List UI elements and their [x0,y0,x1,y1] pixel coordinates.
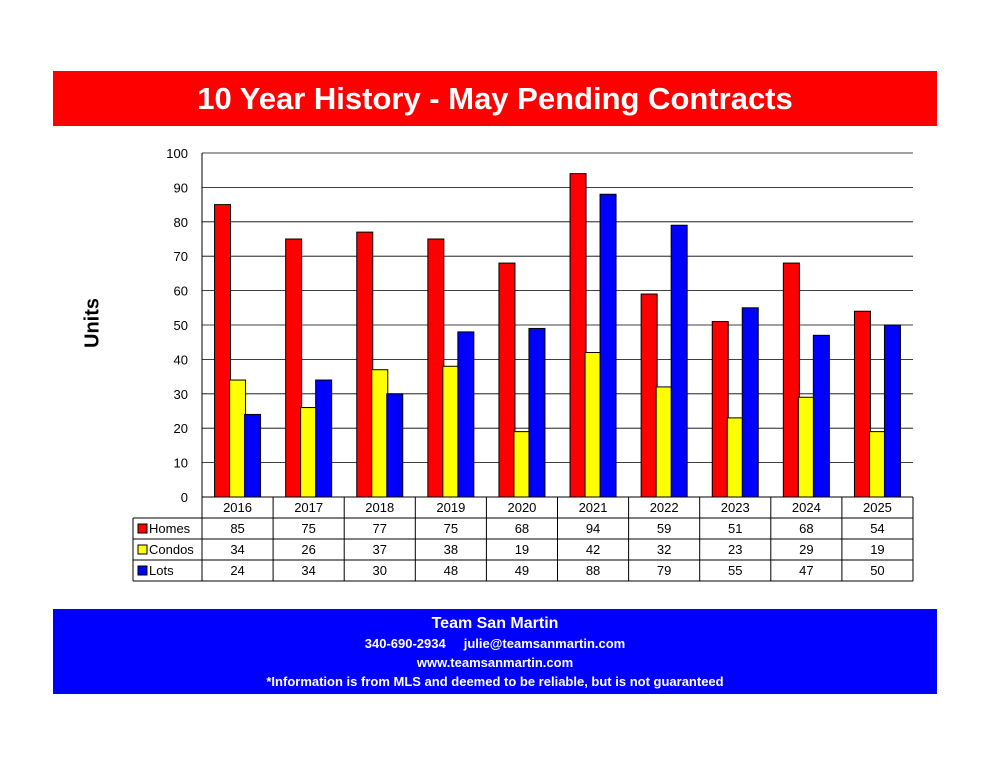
y-tick-label: 80 [174,215,188,230]
team-name: Team San Martin [431,615,559,632]
chart-title: 10 Year History - May Pending Contracts [197,80,793,116]
bar-condos [584,352,602,498]
x-tick-label: 2016 [223,500,252,515]
data-label: 49 [515,563,529,578]
data-label: 75 [301,521,315,536]
x-tick-label: 2020 [507,500,536,515]
data-label: 38 [444,542,458,557]
data-label: 75 [444,521,458,536]
x-tick-label: 2024 [792,500,821,515]
y-tick-label: 90 [174,180,188,195]
bar-condos [797,396,815,498]
y-tick-label: 10 [174,456,188,471]
bar-homes [214,204,232,498]
bar-condos [513,431,531,498]
data-label: 26 [301,542,315,557]
bar-homes [285,238,303,498]
data-label: 79 [657,563,671,578]
title-banner: 10 Year History - May Pending Contracts [53,71,937,126]
x-tick-label: 2021 [579,500,608,515]
bar-lots [599,193,617,498]
y-tick-label: 20 [174,421,188,436]
email-address: julie@teamsanmartin.com [463,636,626,651]
bar-lots [741,307,759,498]
bar-homes [498,262,516,498]
legend-swatch [137,565,148,576]
contact-line: 340-690-2934 julie@teamsanmartin.com [53,634,937,653]
x-tick-label: 2025 [863,500,892,515]
data-label: 24 [230,563,244,578]
bar-lots [670,224,688,498]
bar-homes [427,238,445,498]
bar-homes [853,310,871,498]
bar-lots [883,324,901,498]
data-label: 68 [799,521,813,536]
y-tick-label: 0 [181,490,188,505]
y-tick-label: 70 [174,249,188,264]
y-tick-label: 100 [166,146,188,161]
bar-condos [229,379,247,498]
data-label: 30 [373,563,387,578]
website: www.teamsanmartin.com [416,655,574,670]
bar-lots [457,331,475,498]
y-tick-label: 50 [174,318,188,333]
data-label: 23 [728,542,742,557]
contact-footer: Team San Martin 340-690-2934 julie@teamsa… [53,609,937,694]
legend-label: Homes [149,521,191,536]
bar-condos [655,386,673,498]
data-label: 47 [799,563,813,578]
data-label: 54 [870,521,884,536]
bar-homes [782,262,800,498]
x-tick-label: 2019 [436,500,465,515]
disclaimer: *Information is from MLS and deemed to b… [266,674,724,689]
data-label: 32 [657,542,671,557]
bar-lots [386,393,404,498]
bar-chart: 0 10 20 30 40 50 60 70 80 90 100 2016 2017 2018 2019 20… [132,146,914,582]
y-tick-label: 30 [174,387,188,402]
bar-condos [300,407,318,498]
data-label: 68 [515,521,529,536]
legend-label: Condos [149,542,194,557]
data-label: 48 [444,563,458,578]
phone-number: 340-690-2934 [364,636,446,651]
y-tick-label: 40 [174,352,188,367]
data-label: 88 [586,563,600,578]
legend-swatch [137,544,148,555]
bar-homes [356,231,374,498]
bar-lots [812,334,830,498]
data-label: 29 [799,542,813,557]
data-label: 77 [373,521,387,536]
bar-homes [640,293,658,498]
data-label: 51 [728,521,742,536]
data-label: 19 [515,542,529,557]
data-label: 50 [870,563,884,578]
bar-homes [569,173,587,498]
data-label: 94 [586,521,600,536]
data-label: 55 [728,563,742,578]
bar-homes [711,321,729,498]
bar-condos [442,365,460,498]
legend-label: Lots [149,563,174,578]
bar-lots [528,327,546,498]
data-label: 34 [301,563,315,578]
x-tick-label: 2023 [721,500,750,515]
bar-condos [868,431,886,498]
data-label: 34 [230,542,244,557]
bar-lots [315,379,333,498]
data-label: 37 [373,542,387,557]
data-label: 19 [870,542,884,557]
data-label: 59 [657,521,671,536]
y-tick-label: 60 [174,284,188,299]
data-label: 42 [586,542,600,557]
bar-condos [371,369,389,498]
bar-lots [244,413,262,498]
x-tick-label: 2017 [294,500,323,515]
bar-condos [726,417,744,498]
data-label: 85 [230,521,244,536]
x-tick-label: 2018 [365,500,394,515]
legend-swatch [137,523,148,534]
x-tick-label: 2022 [650,500,679,515]
